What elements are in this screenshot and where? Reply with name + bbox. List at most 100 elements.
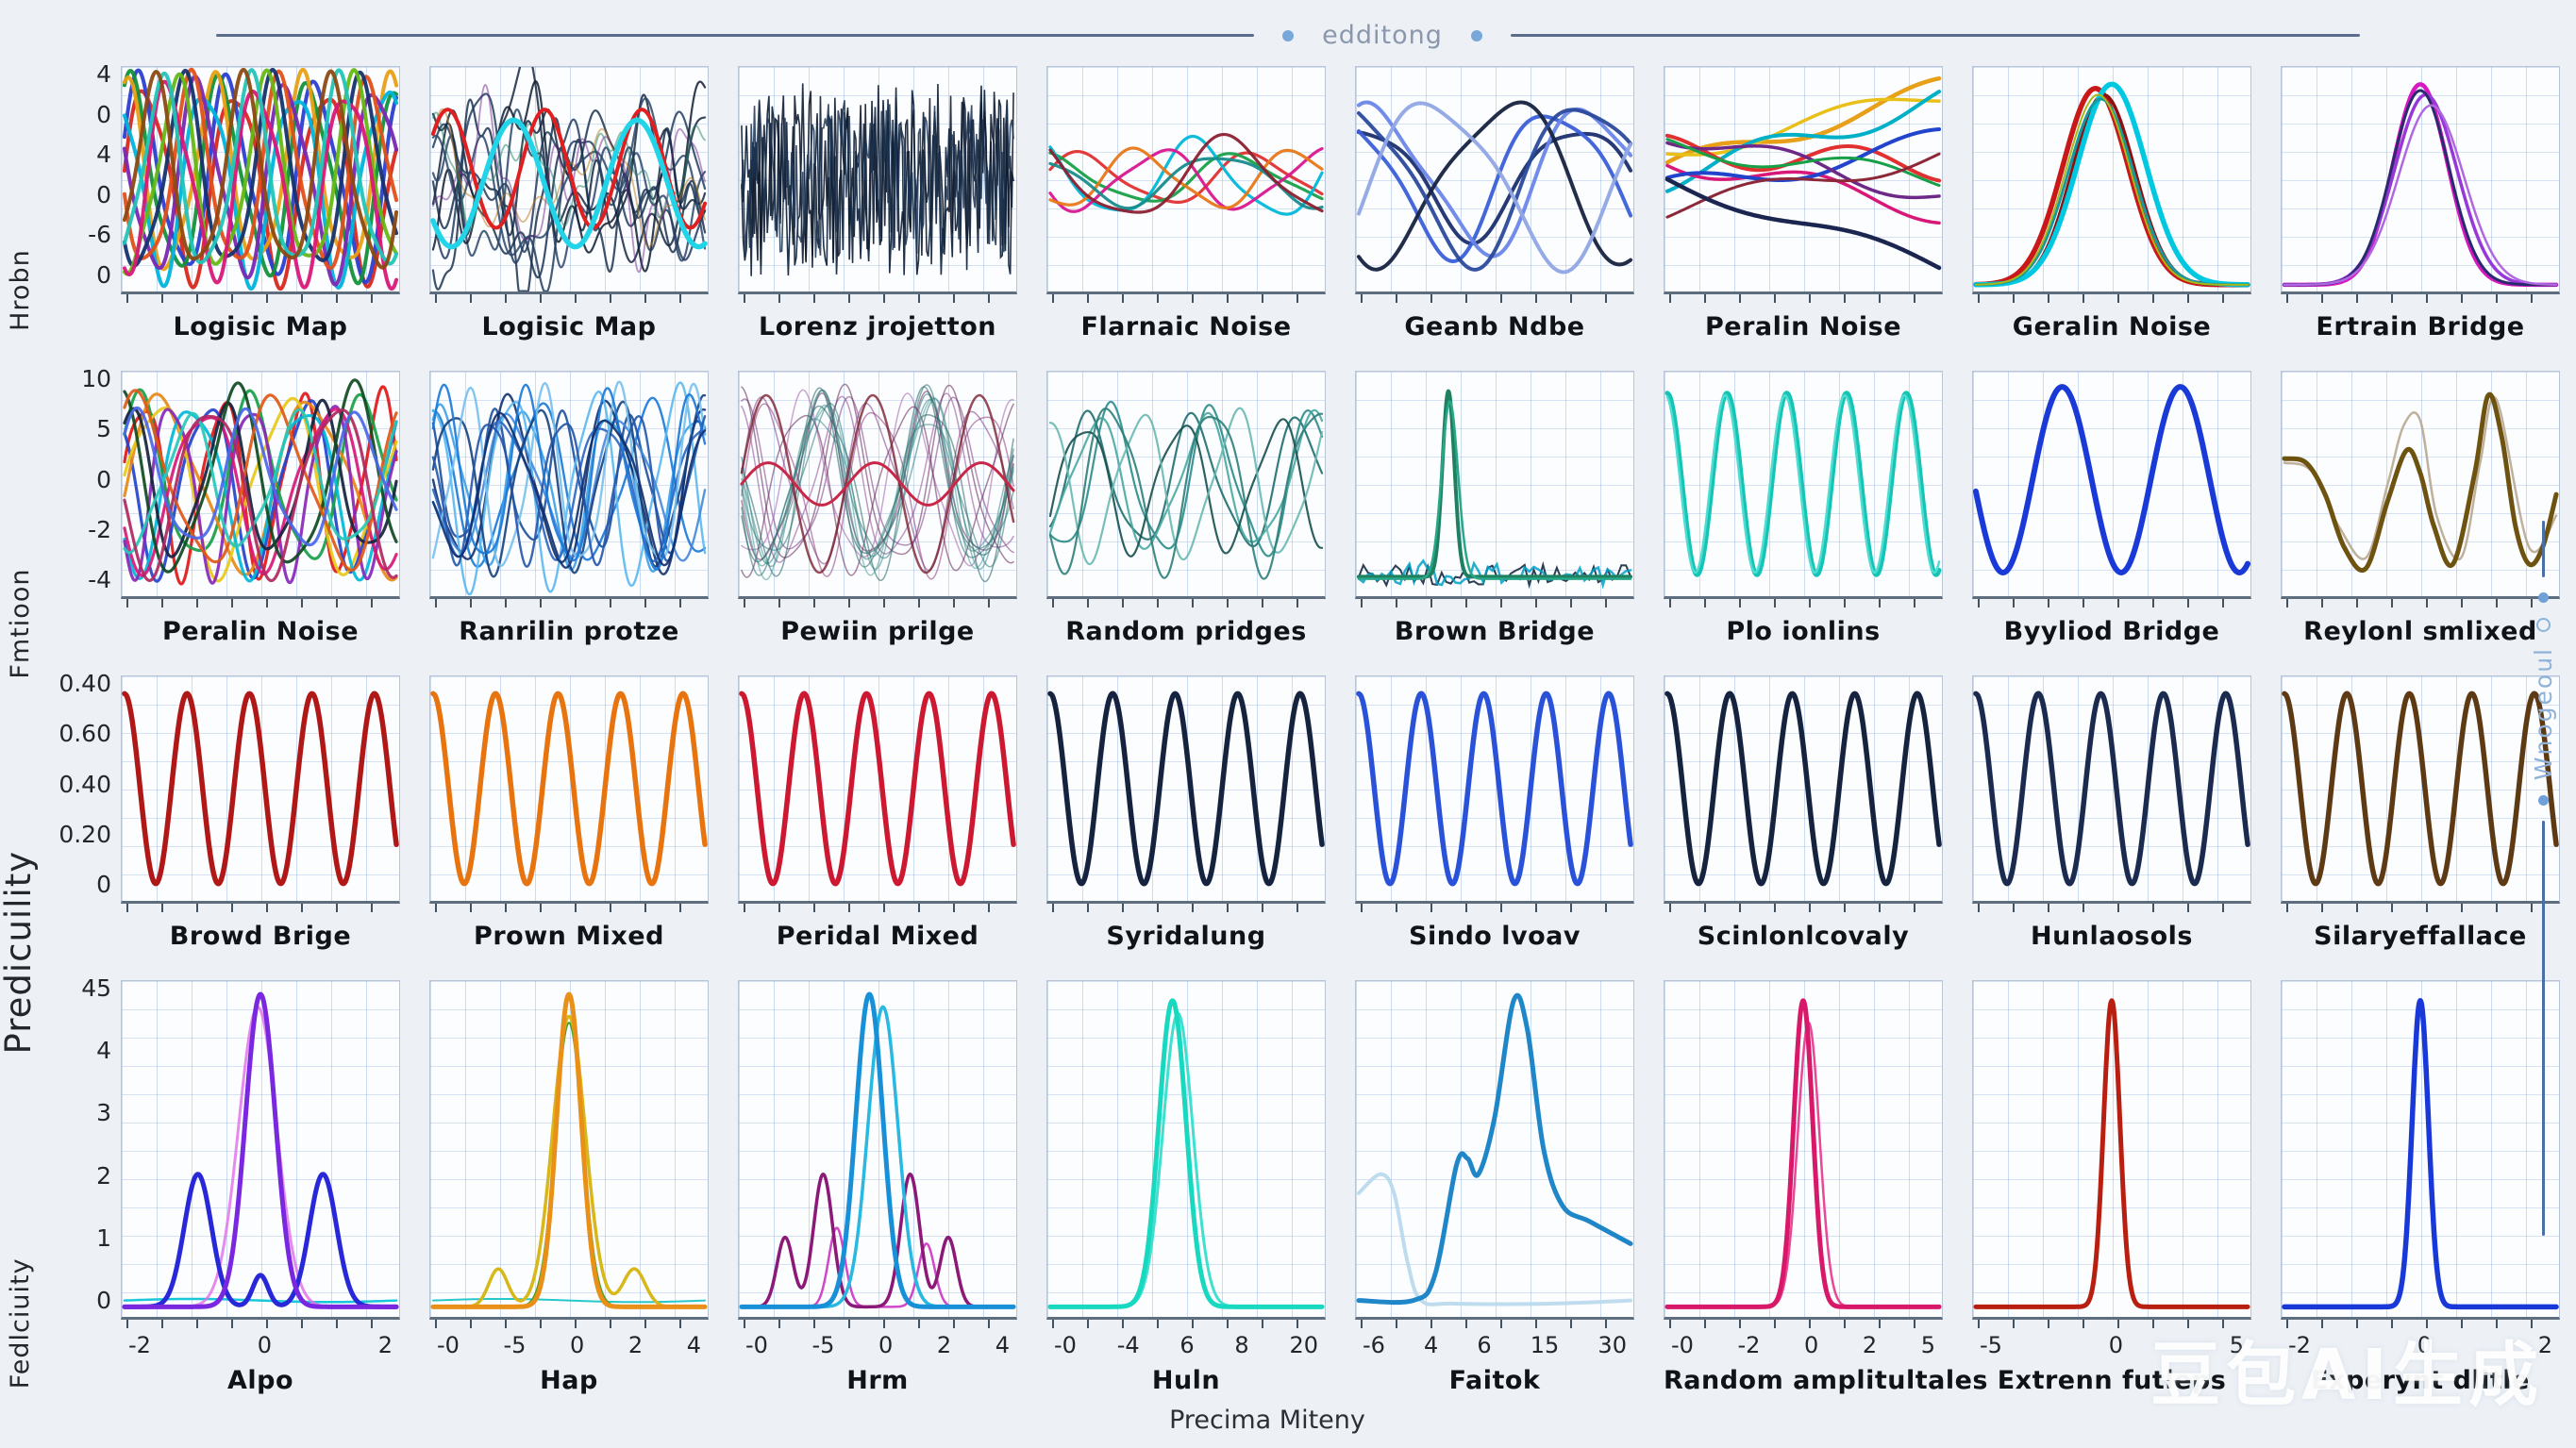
y-tick: 4 [96,141,111,169]
subplot-cell: Scinlonlcovaly [1664,675,1943,959]
subplot-cell: -0 -2 0 2 5 Random amplitultales [1664,980,1987,1404]
x-tick-marks [1972,904,2251,914]
subplot-title: Scinlonlcovaly [1697,922,1910,951]
plot-canvas [1972,371,2251,599]
plot-canvas [738,675,1017,904]
subplot-cell: -2 0 2 Experynt dlitle [2281,980,2560,1404]
subplot-title: Geralin Noise [2012,312,2212,341]
subplot-cell: Random pridges [1046,371,1326,655]
subplot-cell: Ranrilin protze [429,371,709,655]
x-tick-marks [121,904,400,914]
x-tick: -4 [1116,1332,1140,1358]
subplot-title: Silaryeffallace [2314,922,2527,951]
right-decoration: Wnogeoul [2530,521,2557,1238]
x-tick-marks [2281,1320,2560,1330]
y-axis-gutter: Hrobn 4 0 4 0 -6 0 [0,60,121,350]
x-tick: 6 [1477,1332,1492,1358]
x-tick-marks [738,904,1017,914]
chart-row: Fedlciuity 45 4 3 2 1 0 -2 0 2 Alpo -0 -5 0 2 4 Hap -0 -5 0… [0,974,2576,1404]
x-tick: 20 [1289,1332,1318,1358]
x-tick: 2 [377,1332,393,1358]
subplot-cell: Geanb Ndbe [1355,66,1634,350]
decoration-rule-bottom [2542,821,2545,1237]
x-tick: 2 [2537,1332,2552,1358]
x-tick: 4 [686,1332,701,1358]
plot-canvas [738,371,1017,599]
plot-canvas [1046,371,1326,599]
plot-canvas [738,66,1017,294]
plot-canvas [429,980,709,1320]
plot-canvas [429,371,709,599]
subplot-title: Alpo [226,1366,294,1395]
subplot-title: Extrenn futleps [1997,1366,2227,1395]
x-tick: 8 [1234,1332,1249,1358]
subplot-title: Sindo lvoav [1409,922,1581,951]
plot-canvas [1664,675,1943,904]
subplot-cell: Logisic Map [121,66,400,350]
subplot-title: Random pridges [1065,617,1307,646]
subplot-title: Peridal Mixed [776,922,979,951]
subplot-cell: Plo ionlins [1664,371,1943,655]
x-tick: 2 [1862,1332,1878,1358]
decoration-vertical-label: Wnogeoul [2530,647,2557,781]
banner-left-rule [216,34,1255,37]
y-tick: 0.40 [59,770,111,798]
y-tick-labels: 45 4 3 2 1 0 [81,974,111,1314]
plot-canvas [1664,371,1943,599]
x-tick-marks [429,599,709,609]
subplot-title: Hrm [846,1366,909,1395]
x-tick: 6 [1179,1332,1195,1358]
x-tick: -0 [1671,1332,1694,1358]
y-axis-label: Fedlciuity [6,1257,35,1389]
x-tick: -0 [745,1332,768,1358]
subplot-cell: -2 0 2 Alpo [121,980,400,1404]
y-tick: 0 [96,871,111,898]
banner-left-dot-icon [1282,29,1295,42]
y-tick: 2 [96,1161,111,1190]
y-tick: 0 [96,260,111,289]
y-tick-labels: 10 5 0 -2 -4 [81,365,111,593]
decoration-dot-icon [2538,795,2549,807]
subplot-cell: Reylonl smlixed [2281,371,2560,655]
subplot-title: Byyliod Bridge [2003,617,2220,646]
y-tick: 0 [96,1286,111,1314]
y-tick: 0.60 [59,720,111,748]
x-tick: 0 [2417,1332,2432,1358]
y-tick: 0 [96,100,111,128]
x-tick: 30 [1597,1332,1627,1358]
subplot-title: Logisic Map [173,312,348,341]
subplot-title: Ertrain Bridge [2316,312,2525,341]
x-tick-marks [2281,294,2560,305]
plot-canvas [2281,371,2560,599]
x-tick: -5 [811,1332,835,1358]
subplot-cell: Brown Bridge [1355,371,1634,655]
y-tick: 3 [96,1099,111,1127]
x-tick: -2 [2288,1332,2311,1358]
y-tick: -4 [88,566,111,593]
subplot-cell: Hunlaosols [1972,675,2251,959]
subplot-cell: Lorenz jrojetton [738,66,1017,350]
subplot-title: Flarnaic Noise [1080,312,1292,341]
subplot-title: Huln [1151,1366,1221,1395]
chart-row: Predicuility 0.40 0.60 0.40 0.20 0 Browd Brige… [0,670,2576,1055]
subplot-cell: -0 -4 6 8 20 Huln [1046,980,1326,1404]
plot-canvas [1355,675,1634,904]
subplot-title: Faitok [1448,1366,1541,1395]
top-banner: edditong [0,21,2576,50]
x-tick-marks [1355,599,1634,609]
x-tick-marks [429,294,709,305]
subplot-title: Syridalung [1106,922,1266,951]
subplot-cell: Logisic Map [429,66,709,350]
chart-row: Fmtioon 10 5 0 -2 -4 Peralin Noise Ranrilin pro… [0,365,2576,678]
subplot-cell: -0 -5 0 2 4 Hap [429,980,709,1404]
x-tick-labels: -0 -2 0 2 5 [1664,1330,1943,1358]
x-tick: 0 [570,1332,585,1358]
subplot-title: Geanb Ndbe [1404,312,1585,341]
y-tick: -2 [88,515,111,543]
x-tick-marks [2281,599,2560,609]
y-tick-labels: 4 0 4 0 -6 0 [88,60,111,289]
y-tick: 1 [96,1223,111,1252]
figure-xlabel: Precima Miteny [1169,1406,1365,1435]
plot-canvas [1046,66,1326,294]
subplot-cell: -5 0 5 Extrenn futleps [1972,980,2251,1404]
